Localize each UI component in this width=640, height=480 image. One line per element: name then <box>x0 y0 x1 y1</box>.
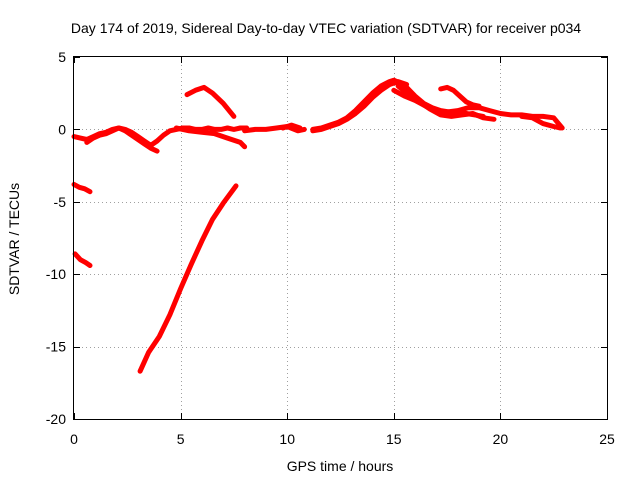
x-tick-label: 0 <box>70 431 78 447</box>
series-mid-arc-a <box>242 124 307 134</box>
series-upper-short-arc <box>184 84 237 119</box>
y-tick-label: 5 <box>58 49 66 65</box>
x-tick-label: 5 <box>177 431 185 447</box>
y-tick-label: -15 <box>46 339 66 355</box>
x-tick-label: 20 <box>493 431 509 447</box>
plot-frame <box>73 56 608 420</box>
series-hump-arc-b <box>395 83 497 122</box>
grid <box>74 57 607 419</box>
x-tick-label: 10 <box>279 431 295 447</box>
series-layer <box>71 77 565 374</box>
ticks: 0 5 10 15 20 25 -20 -15 -10 -5 0 5 <box>46 49 615 447</box>
series-descending-arc <box>173 125 248 150</box>
y-tick-label: -20 <box>46 411 66 427</box>
x-tick-label: 15 <box>386 431 402 447</box>
x-tick-label: 25 <box>599 431 615 447</box>
series-tail-arc <box>519 113 563 131</box>
chart-title: Day 174 of 2019, Sidereal Day-to-day VTE… <box>71 20 581 36</box>
series-short-arc-neg4 <box>71 181 93 195</box>
y-axis-label: SDTVAR / TECUs <box>6 183 22 295</box>
y-tick-label: 0 <box>58 121 66 137</box>
series-bump-arc <box>438 84 482 109</box>
series-short-arc-neg9 <box>72 251 93 268</box>
y-tick-label: -5 <box>54 194 67 210</box>
series-mid-arc-b <box>280 122 303 131</box>
series-main-arc-b <box>84 125 160 154</box>
y-tick-label: -10 <box>46 266 66 282</box>
series-steep-arc <box>137 183 239 374</box>
series-rise-arc-b <box>310 79 410 134</box>
x-axis-label: GPS time / hours <box>287 458 394 474</box>
